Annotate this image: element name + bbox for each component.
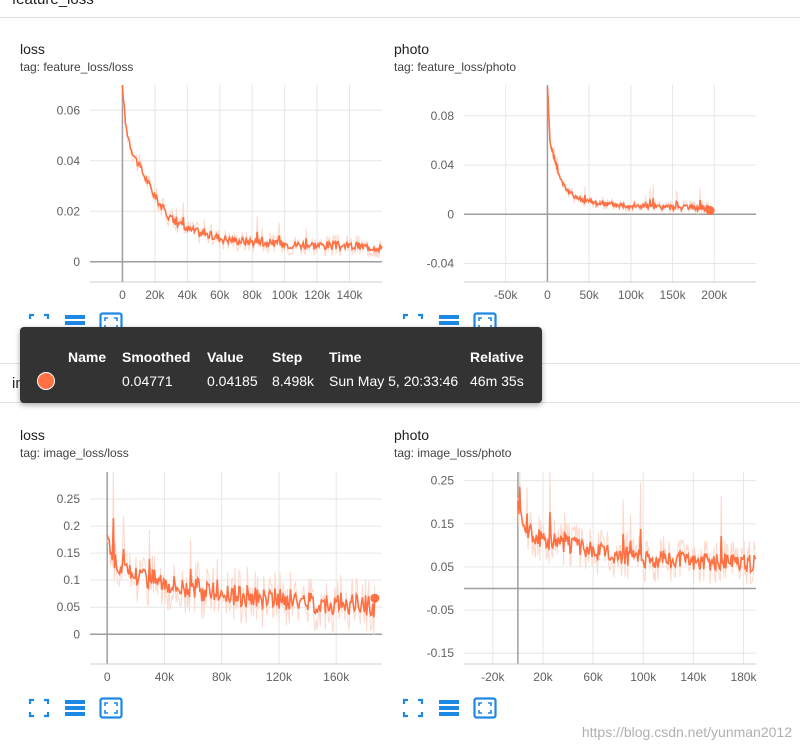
tooltip-header-value: Value (207, 349, 244, 365)
x-tick-label: -50k (494, 288, 518, 302)
series-line (546, 86, 711, 214)
x-tick-label: 20k (533, 670, 553, 684)
x-tick-label: 120k (266, 670, 293, 684)
y-tick-label: -0.04 (427, 257, 455, 271)
card-title: photo (394, 427, 430, 443)
tooltip-header-time: Time (329, 349, 362, 365)
watermark: https://blog.csdn.net/yunman2012 (581, 724, 792, 740)
y-tick-label: 0.06 (57, 103, 81, 117)
tooltip-header-name: Name (68, 349, 107, 365)
series-endpoint-dot (705, 206, 715, 216)
x-tick-label: -20k (481, 670, 505, 684)
x-tick-label: 100k (630, 670, 657, 684)
series-color-dot (37, 372, 55, 390)
fit-domain-icon[interactable] (401, 697, 425, 719)
tooltip-relative: 46m 35s (470, 373, 524, 389)
expand-icon[interactable] (99, 697, 123, 719)
chart-toolbar (27, 697, 123, 719)
y-tick-label: 0.04 (57, 154, 81, 168)
tooltip-header-smoothed: Smoothed (122, 349, 191, 365)
tooltip-value: 0.04185 (207, 373, 258, 389)
x-tick-label: 0 (104, 670, 111, 684)
x-tick-label: 40k (155, 670, 175, 684)
x-tick-label: 40k (178, 288, 198, 302)
x-tick-label: 100k (618, 288, 645, 302)
x-tick-label: 150k (660, 288, 687, 302)
series-line (517, 486, 757, 574)
tooltip-time: Sun May 5, 20:33:46 (329, 373, 459, 389)
x-tick-label: 0 (544, 288, 551, 302)
x-tick-label: 60k (210, 288, 230, 302)
x-tick-label: 140k (680, 670, 707, 684)
y-tick-label: 0.1 (63, 573, 80, 587)
x-tick-label: 160k (323, 670, 350, 684)
data-table-icon[interactable] (63, 697, 87, 719)
expand-icon[interactable] (473, 697, 497, 719)
y-tick-label: 0.15 (431, 517, 455, 531)
x-tick-label: 50k (579, 288, 599, 302)
x-tick-label: 0 (119, 288, 126, 302)
y-tick-label: -0.05 (427, 603, 455, 617)
card-tag: tag: feature_loss/loss (20, 60, 134, 74)
x-tick-label: 120k (304, 288, 331, 302)
section-divider (0, 17, 800, 18)
x-tick-label: 80k (243, 288, 263, 302)
section-title-feature-loss: feature_loss (12, 0, 94, 8)
chart-tooltip: Name Smoothed Value Step Time Relative 0… (20, 327, 542, 403)
y-tick-label: 0.04 (431, 158, 455, 172)
x-tick-label: 100k (272, 288, 299, 302)
x-tick-label: 80k (212, 670, 232, 684)
card-title: loss (20, 41, 45, 57)
y-tick-label: 0.25 (57, 492, 81, 506)
series-endpoint-dot (370, 593, 380, 603)
y-tick-label: 0.08 (431, 109, 455, 123)
x-tick-label: 140k (337, 288, 364, 302)
y-tick-label: 0.15 (57, 546, 81, 560)
y-tick-label: 0 (73, 255, 80, 269)
x-tick-label: 200k (701, 288, 728, 302)
y-tick-label: 0.05 (57, 600, 81, 614)
x-tick-label: 180k (730, 670, 757, 684)
data-table-icon[interactable] (437, 697, 461, 719)
series-line (121, 84, 383, 254)
x-tick-label: 60k (583, 670, 603, 684)
y-tick-label: 0.05 (431, 560, 455, 574)
series-line (106, 518, 376, 618)
tooltip-header-step: Step (272, 349, 303, 365)
tooltip-step: 8.498k (272, 373, 315, 389)
tooltip-header-relative: Relative (470, 349, 524, 365)
chart-toolbar (401, 697, 497, 719)
y-tick-label: -0.15 (427, 646, 455, 660)
card-tag: tag: image_loss/loss (20, 446, 129, 460)
y-tick-label: 0.02 (57, 204, 81, 218)
fit-domain-icon[interactable] (401, 312, 425, 334)
y-tick-label: 0.2 (63, 519, 80, 533)
card-tag: tag: feature_loss/photo (394, 60, 517, 74)
fit-domain-icon[interactable] (27, 312, 51, 334)
card-tag: tag: image_loss/photo (394, 446, 512, 460)
x-tick-label: 20k (145, 288, 165, 302)
tooltip-smoothed: 0.04771 (122, 373, 173, 389)
y-tick-label: 0 (447, 207, 454, 221)
y-tick-label: 0.25 (431, 474, 455, 488)
y-tick-label: 0 (73, 627, 80, 641)
card-title: loss (20, 427, 45, 443)
card-title: photo (394, 41, 430, 57)
fit-domain-icon[interactable] (27, 697, 51, 719)
